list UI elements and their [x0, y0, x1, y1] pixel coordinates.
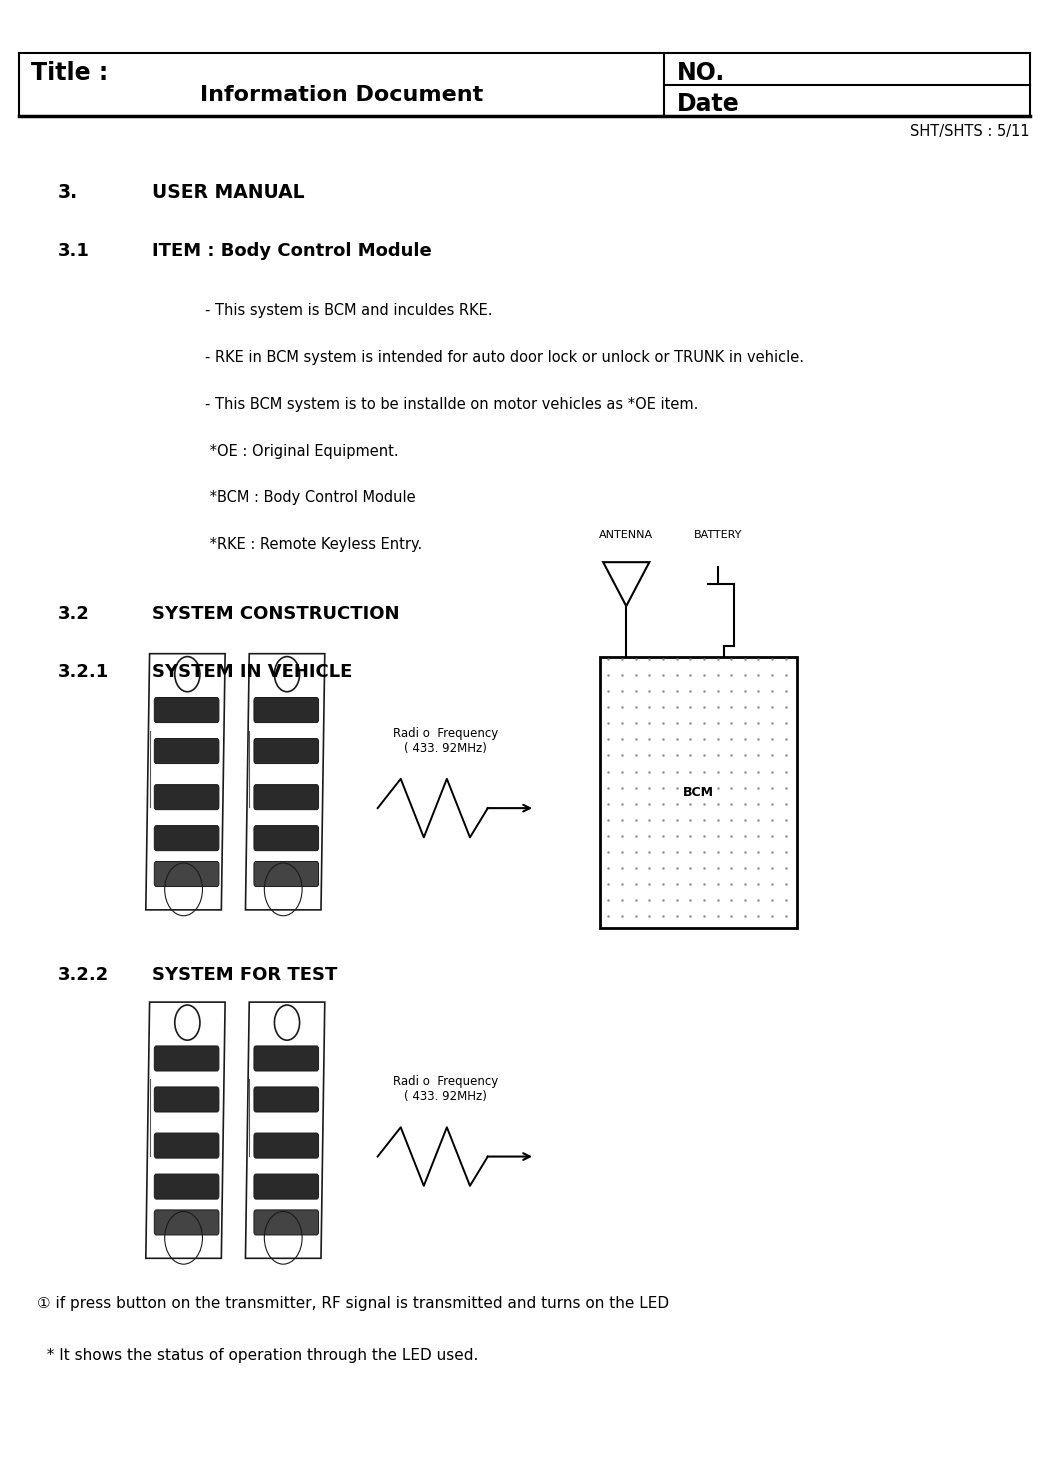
Text: SHT/SHTS : 5/11: SHT/SHTS : 5/11: [911, 124, 1030, 139]
FancyBboxPatch shape: [154, 826, 219, 851]
Text: ① if press button on the transmitter, RF signal is transmitted and turns on the : ① if press button on the transmitter, RF…: [37, 1296, 669, 1310]
FancyBboxPatch shape: [154, 785, 219, 810]
Text: - RKE in BCM system is intended for auto door lock or unlock or TRUNK in vehicle: - RKE in BCM system is intended for auto…: [205, 350, 804, 365]
FancyBboxPatch shape: [154, 1209, 219, 1236]
FancyBboxPatch shape: [254, 861, 319, 887]
Text: NO.: NO.: [677, 61, 725, 85]
Text: USER MANUAL: USER MANUAL: [152, 183, 304, 202]
Text: 3.2.1: 3.2.1: [58, 663, 109, 681]
Text: Radi o  Frequency
( 433. 92MHz): Radi o Frequency ( 433. 92MHz): [393, 1075, 498, 1104]
FancyBboxPatch shape: [154, 861, 219, 887]
FancyBboxPatch shape: [154, 1045, 219, 1072]
Text: Information Document: Information Document: [199, 85, 484, 105]
Text: ITEM : Body Control Module: ITEM : Body Control Module: [152, 242, 432, 259]
Text: 3.2: 3.2: [58, 605, 89, 622]
Text: ANTENNA: ANTENNA: [599, 530, 654, 540]
FancyBboxPatch shape: [154, 738, 219, 764]
Text: SYSTEM CONSTRUCTION: SYSTEM CONSTRUCTION: [152, 605, 400, 622]
Text: SYSTEM IN VEHICLE: SYSTEM IN VEHICLE: [152, 663, 352, 681]
FancyBboxPatch shape: [254, 738, 319, 764]
FancyBboxPatch shape: [154, 1133, 219, 1158]
Text: *BCM : Body Control Module: *BCM : Body Control Module: [205, 490, 415, 505]
FancyBboxPatch shape: [154, 1174, 219, 1199]
FancyBboxPatch shape: [254, 785, 319, 810]
Text: BCM: BCM: [683, 786, 714, 799]
Text: *OE : Original Equipment.: *OE : Original Equipment.: [205, 444, 399, 458]
FancyBboxPatch shape: [254, 1133, 319, 1158]
Bar: [600, 657, 797, 928]
Text: 3.2.2: 3.2.2: [58, 966, 109, 984]
FancyBboxPatch shape: [254, 1174, 319, 1199]
Text: - This system is BCM and inculdes RKE.: - This system is BCM and inculdes RKE.: [205, 303, 492, 318]
Text: - This BCM system is to be installde on motor vehicles as *OE item.: - This BCM system is to be installde on …: [205, 397, 698, 411]
Text: Date: Date: [677, 92, 740, 116]
FancyBboxPatch shape: [254, 826, 319, 851]
FancyBboxPatch shape: [154, 1086, 219, 1113]
Text: SYSTEM FOR TEST: SYSTEM FOR TEST: [152, 966, 338, 984]
FancyBboxPatch shape: [254, 697, 319, 723]
Text: 3.: 3.: [58, 183, 78, 202]
Text: Radi o  Frequency
( 433. 92MHz): Radi o Frequency ( 433. 92MHz): [393, 726, 498, 755]
Text: * It shows the status of operation through the LED used.: * It shows the status of operation throu…: [37, 1348, 478, 1363]
FancyBboxPatch shape: [254, 1045, 319, 1072]
FancyBboxPatch shape: [154, 697, 219, 723]
Text: *RKE : Remote Keyless Entry.: *RKE : Remote Keyless Entry.: [205, 537, 422, 552]
FancyBboxPatch shape: [254, 1209, 319, 1236]
Text: 3.1: 3.1: [58, 242, 89, 259]
FancyBboxPatch shape: [254, 1086, 319, 1113]
Text: Title :: Title :: [31, 61, 109, 85]
Text: BATTERY: BATTERY: [694, 530, 743, 540]
